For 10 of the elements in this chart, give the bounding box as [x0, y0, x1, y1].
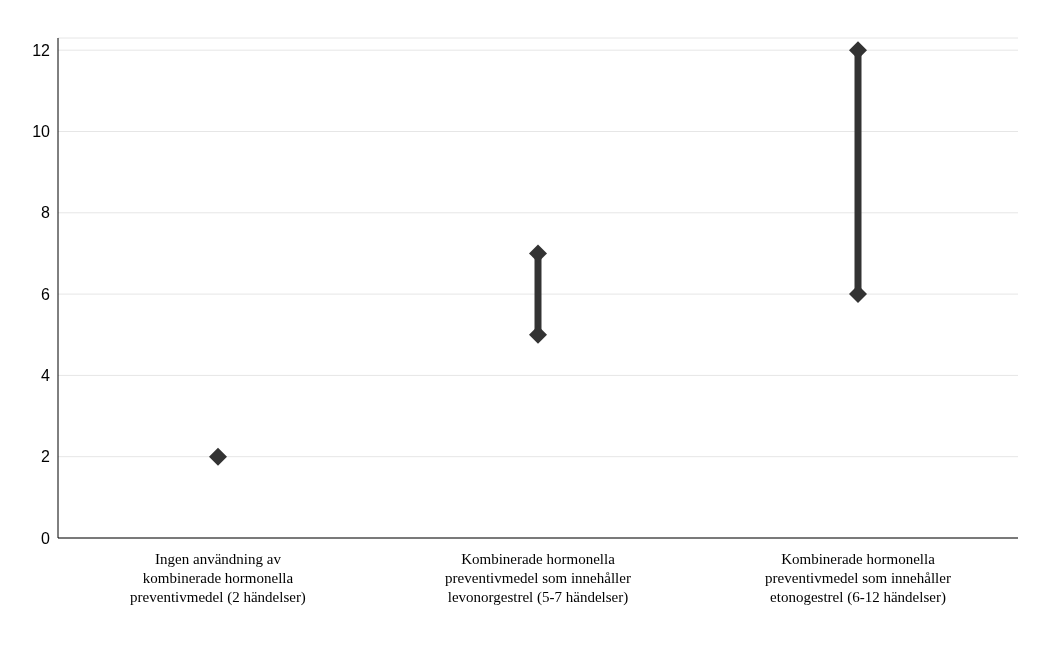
y-tick-label: 10 [32, 123, 51, 141]
x-tick-label: Kombinerade hormonella preventivmedel som innehåller etonogestrel (6-12 händelser) [765, 551, 951, 606]
x-tick-label: Ingen användning av kombinerade hormonella preventivmedel (2 händelser) [130, 551, 306, 606]
y-tick-label: 0 [41, 529, 51, 547]
x-tick-label: Kombinerade hormonella preventivmedel som innehåller levonorgestrel (5-7 händelser) [445, 551, 631, 606]
y-tick-label: 4 [41, 367, 51, 385]
y-tick-label: 8 [41, 204, 51, 222]
y-tick-label: 12 [32, 41, 51, 59]
y-tick-label: 2 [41, 448, 51, 466]
y-tick-label: 6 [41, 285, 51, 303]
